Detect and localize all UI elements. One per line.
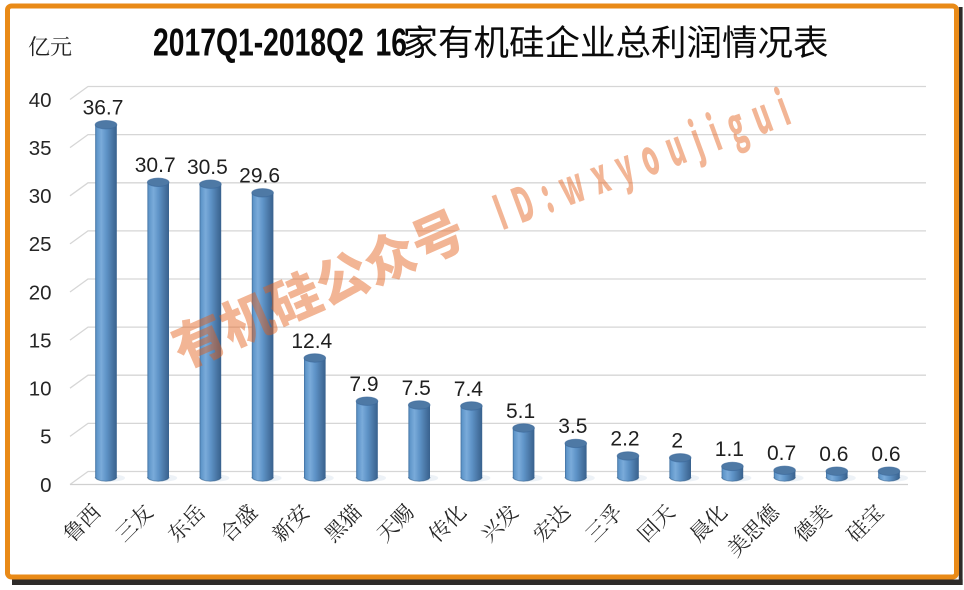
svg-text:7.4: 7.4 — [454, 378, 484, 401]
svg-text:2.2: 2.2 — [610, 428, 639, 451]
svg-text:5: 5 — [40, 426, 51, 449]
svg-text:25: 25 — [29, 233, 52, 256]
svg-text:30.7: 30.7 — [135, 154, 176, 177]
svg-text:1.1: 1.1 — [715, 438, 744, 461]
svg-text:7.9: 7.9 — [349, 373, 378, 396]
svg-text:10: 10 — [29, 378, 52, 401]
svg-text:40: 40 — [29, 89, 52, 112]
svg-text:7.5: 7.5 — [402, 377, 431, 400]
svg-text:2: 2 — [671, 430, 683, 453]
svg-text:3.5: 3.5 — [558, 415, 587, 438]
svg-text:20: 20 — [29, 281, 52, 304]
svg-text:16: 16 — [376, 21, 407, 64]
svg-text:15: 15 — [29, 329, 52, 352]
svg-text:0: 0 — [40, 474, 51, 497]
svg-text:35: 35 — [29, 137, 52, 160]
svg-text:0.7: 0.7 — [767, 442, 796, 465]
svg-text:36.7: 36.7 — [83, 97, 124, 120]
svg-text:5.1: 5.1 — [506, 400, 535, 423]
svg-text:2017Q1-2018Q2: 2017Q1-2018Q2 — [153, 21, 364, 64]
svg-text:0.6: 0.6 — [819, 443, 848, 466]
svg-text:29.6: 29.6 — [239, 165, 280, 188]
svg-text:0.6: 0.6 — [871, 443, 900, 466]
svg-text:30: 30 — [29, 185, 52, 208]
svg-text:12.4: 12.4 — [291, 330, 332, 353]
svg-text:30.5: 30.5 — [187, 156, 228, 179]
